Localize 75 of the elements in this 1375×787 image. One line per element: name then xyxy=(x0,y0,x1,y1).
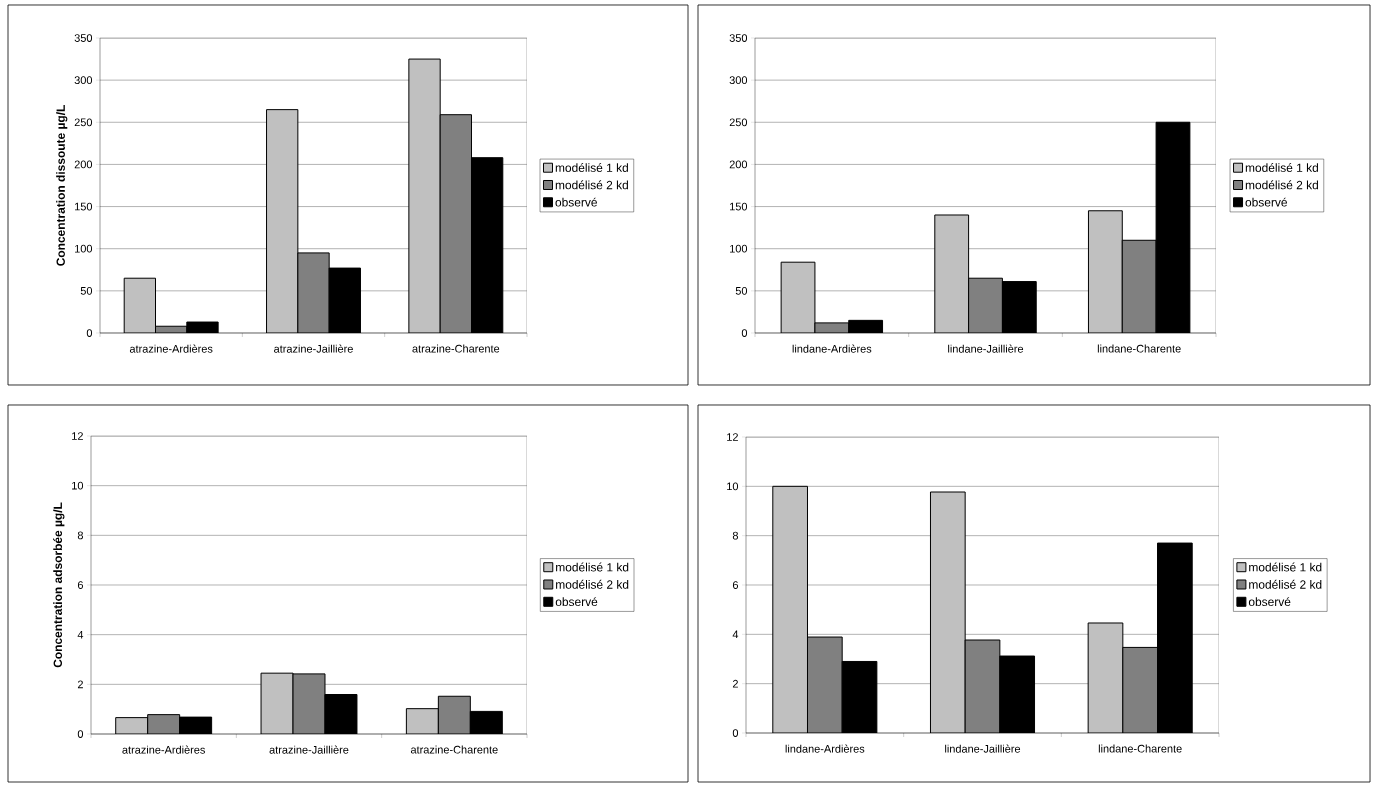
bar xyxy=(1121,239,1157,333)
bar xyxy=(123,277,157,333)
x-tick-label: atrazine-Jaillière xyxy=(274,344,353,353)
x-tick-label: lindane-Charente xyxy=(1097,344,1181,353)
x-tick-label: lindane-Charente xyxy=(1098,744,1182,753)
y-tick-label: 10 xyxy=(72,481,84,490)
bar xyxy=(292,673,326,734)
y-tick-label: 300 xyxy=(729,76,748,85)
y-tick-label: 100 xyxy=(730,244,748,253)
y-tick-label: 200 xyxy=(729,160,748,169)
bar xyxy=(772,485,808,733)
y-tick-label: 0 xyxy=(86,329,93,337)
y-tick-label: 2 xyxy=(77,680,83,689)
legend-label: observé xyxy=(555,597,598,607)
y-tick-label: 350 xyxy=(74,34,93,42)
bar xyxy=(968,277,1003,333)
bar xyxy=(1087,210,1123,333)
y-tick-label: 0 xyxy=(741,329,748,337)
legend-label: modélisé 1 kd xyxy=(556,562,629,572)
y-axis-title: Concentration adsorbée µg/L xyxy=(53,502,65,668)
y-tick-label: 100 xyxy=(75,244,93,253)
y-tick-label: 4 xyxy=(77,630,84,639)
legend-label: modélisé 2 kd xyxy=(555,180,628,190)
y-tick-label: 150 xyxy=(75,202,93,211)
y-tick-label: 200 xyxy=(74,160,93,169)
bar xyxy=(780,261,816,333)
x-tick-label: lindane-Jaillière xyxy=(948,344,1024,353)
y-tick-label: 300 xyxy=(74,76,93,85)
x-tick-label: lindane-Jaillière xyxy=(945,744,1021,753)
legend-label: modélisé 1 kd xyxy=(555,163,628,172)
x-tick-label: atrazine-Ardières xyxy=(129,344,213,353)
y-tick-label: 50 xyxy=(735,286,748,295)
x-tick-label: atrazine-Charente xyxy=(410,745,498,754)
y-tick-label: 4 xyxy=(732,630,739,639)
x-tick-label: atrazine-Ardières xyxy=(122,745,205,754)
bar xyxy=(934,214,970,333)
y-tick-label: 250 xyxy=(729,118,748,127)
y-tick-label: 6 xyxy=(77,581,83,589)
y-tick-label: 0 xyxy=(77,730,84,738)
legend-label: modélisé 1 kd xyxy=(1245,163,1318,172)
y-tick-label: 0 xyxy=(732,729,739,737)
bar xyxy=(260,672,294,734)
bar xyxy=(807,636,843,733)
y-tick-label: 10 xyxy=(727,482,739,491)
legend-label: observé xyxy=(1245,197,1288,207)
x-tick-label: atrazine-Jaillière xyxy=(269,745,349,754)
y-tick-label: 12 xyxy=(72,432,83,440)
y-tick-label: 250 xyxy=(74,118,93,127)
bar xyxy=(929,491,966,733)
bar xyxy=(408,58,441,333)
x-tick-label: lindane-Ardières xyxy=(785,744,865,753)
legend-label: modélisé 2 kd xyxy=(1249,579,1322,589)
bar xyxy=(437,695,471,734)
y-tick-label: 150 xyxy=(730,202,748,211)
bar xyxy=(147,714,181,734)
bar xyxy=(964,639,1001,733)
legend-label: observé xyxy=(555,197,597,207)
x-tick-label: lindane-Ardières xyxy=(792,344,872,353)
legend-label: modélisé 2 kd xyxy=(1245,180,1318,190)
y-tick-label: 2 xyxy=(732,679,738,688)
bar xyxy=(1087,622,1124,733)
y-tick-label: 350 xyxy=(729,34,748,42)
y-tick-label: 12 xyxy=(727,433,738,441)
bar xyxy=(405,708,439,734)
y-tick-label: 6 xyxy=(732,581,738,589)
legend-label: modélisé 1 kd xyxy=(1249,562,1322,572)
bar xyxy=(1122,646,1159,733)
legend-label: modélisé 2 kd xyxy=(556,579,629,589)
y-tick-label: 8 xyxy=(77,531,83,540)
y-axis-title: Concentration dissoute µg/L xyxy=(56,105,68,266)
y-tick-label: 8 xyxy=(732,531,738,540)
legend-label: observé xyxy=(1248,597,1291,607)
x-tick-label: atrazine-Charente xyxy=(412,344,500,353)
bar xyxy=(266,109,299,333)
y-tick-label: 50 xyxy=(80,286,93,295)
